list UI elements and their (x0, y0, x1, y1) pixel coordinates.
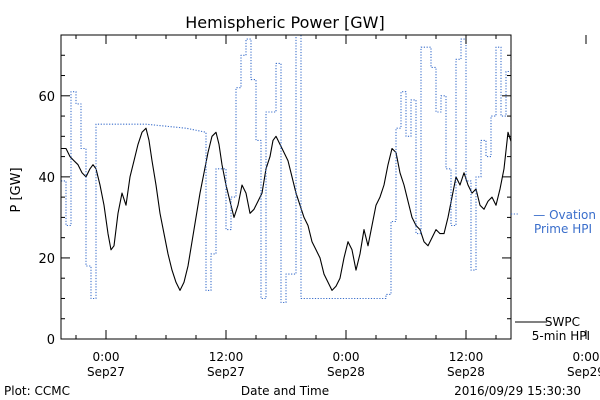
legend-ovation-line1: — Ovation (533, 208, 596, 222)
y-tick-label: 0 (47, 333, 55, 348)
chart-title: Hemispheric Power [GW] (185, 13, 384, 32)
y-tick-label: 40 (38, 171, 55, 186)
timestamp: 2016/09/29 15:30:30 (454, 384, 581, 398)
series-line-ovation (61, 35, 511, 304)
x-tick-label-date: Sep28 (327, 365, 365, 379)
x-tick-label-time: 12:00 (209, 350, 244, 364)
x-tick-label-date: Sep27 (87, 365, 125, 379)
x-tick-label-time: 0:00 (333, 350, 360, 364)
x-tick-label-time: 0:00 (93, 350, 120, 364)
y-tick-label: 20 (38, 252, 55, 267)
legend-ovation-line2: Prime HPI (534, 222, 592, 236)
legend-swpc-line1: SWPC (545, 315, 580, 329)
y-axis-label: P [GW] (9, 167, 24, 212)
x-axis-label: Date and Time (241, 384, 329, 398)
y-tick-label: 60 (38, 90, 55, 105)
x-tick-label-date: Sep29 (567, 365, 600, 379)
x-tick-label-time: 0:00 (573, 350, 600, 364)
legend-swpc-line2: 5-min HPI (532, 329, 590, 343)
x-tick-label-date: Sep28 (447, 365, 485, 379)
x-tick-label-time: 12:00 (449, 350, 484, 364)
x-tick-label-date: Sep27 (207, 365, 245, 379)
plot-credit: Plot: CCMC (4, 384, 70, 398)
series-line-swpc (61, 127, 511, 291)
